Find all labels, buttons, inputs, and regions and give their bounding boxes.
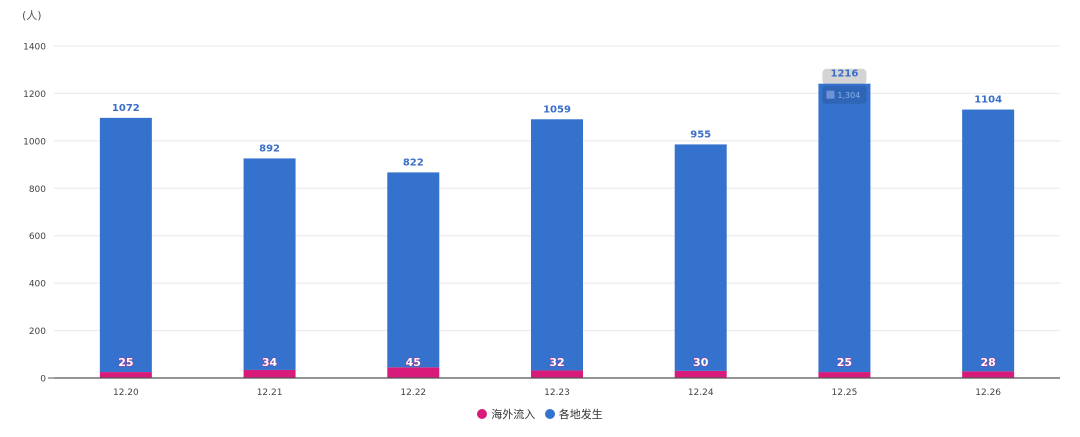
y-tick-label: 1000 <box>23 137 46 147</box>
x-tick-label: 12.21 <box>257 388 283 398</box>
x-tick-label: 12.24 <box>688 388 714 398</box>
legend-swatch-local <box>544 409 555 419</box>
tooltip-box <box>822 85 867 104</box>
x-tick-label: 12.22 <box>400 388 426 398</box>
y-tick-label: 800 <box>29 185 46 195</box>
bar-overseas-12.25 <box>818 372 871 378</box>
x-tick-label: 12.26 <box>975 388 1001 398</box>
bar-local-12.20 <box>99 117 152 373</box>
bar-overseas-12.22 <box>387 367 440 378</box>
bar-overseas-12.20 <box>99 372 152 378</box>
bar-overseas-12.26 <box>962 371 1015 378</box>
legend-item-overseas[interactable]: 海外流入 <box>477 406 535 422</box>
bar-local-12.23 <box>531 119 583 371</box>
data-label-local: 1216 <box>831 69 859 80</box>
legend: 海外流入 各地发生 <box>0 406 1080 422</box>
y-tick-label: 600 <box>29 232 46 242</box>
data-label-local: 1059 <box>543 104 571 115</box>
data-label-overseas: 28 <box>980 356 995 369</box>
x-tick-label: 12.25 <box>832 388 858 398</box>
bar-local-12.25 <box>818 83 871 373</box>
y-tick-label: 1400 <box>23 43 46 53</box>
bar-overseas-12.23 <box>531 370 583 378</box>
data-label-local: 1104 <box>974 95 1002 106</box>
x-tick-label: 12.23 <box>544 388 570 398</box>
x-tick-label: 12.20 <box>113 388 139 398</box>
bar-local-12.22 <box>387 172 440 368</box>
data-label-local: 955 <box>690 129 711 140</box>
data-label-local: 1072 <box>112 103 140 114</box>
data-label-local: 822 <box>403 157 424 168</box>
bar-local-12.24 <box>674 144 727 371</box>
bar-local-12.26 <box>962 109 1015 372</box>
data-label-overseas: 45 <box>406 356 421 369</box>
bar-overseas-12.24 <box>674 370 727 378</box>
bar-overseas-12.21 <box>243 369 296 378</box>
tooltip-swatch <box>826 90 835 99</box>
hover-highlight <box>822 68 867 85</box>
legend-label-local: 各地发生 <box>558 408 603 421</box>
legend-swatch-overseas <box>477 409 488 419</box>
bar-local-12.21 <box>243 158 296 370</box>
legend-item-local[interactable]: 各地发生 <box>544 406 603 422</box>
tooltip-value: 1,304 <box>837 91 860 100</box>
data-label-overseas: 25 <box>118 356 133 369</box>
data-label-local: 892 <box>259 143 280 154</box>
y-tick-label: 400 <box>29 280 46 290</box>
data-label-overseas: 25 <box>837 356 852 369</box>
data-label-overseas: 32 <box>549 356 564 369</box>
y-tick-label: 1200 <box>23 90 46 100</box>
data-label-overseas: 30 <box>693 356 709 369</box>
data-label-overseas: 34 <box>262 356 278 369</box>
y-tick-label: 200 <box>29 327 46 337</box>
y-tick-label: 0 <box>40 375 46 385</box>
legend-label-overseas: 海外流入 <box>491 408 536 421</box>
y-unit-label: (人) <box>22 9 42 22</box>
